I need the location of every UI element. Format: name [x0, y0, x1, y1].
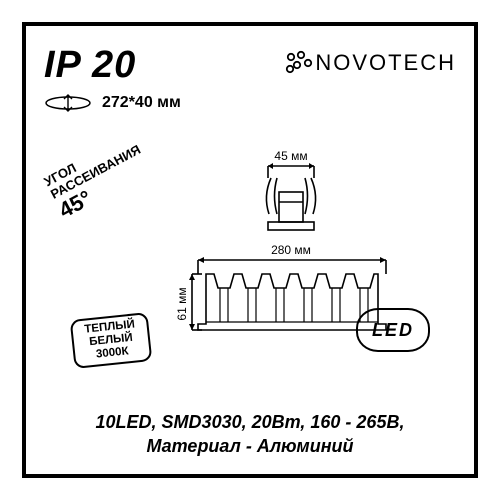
- brand-logo: NOVOTECH: [283, 50, 456, 76]
- beam-angle-label: УГОЛ РАССЕИВАНИЯ 45°: [42, 130, 154, 222]
- spec-card: IP 20 NOVOTECH 272*40 мм: [0, 0, 500, 500]
- specs-line1: 10LED, SMD3030, 20Вт, 160 - 265В,: [26, 411, 474, 434]
- cutout-dimensions: 272*40 мм: [102, 94, 181, 112]
- content-area: IP 20 NOVOTECH 272*40 мм: [26, 26, 474, 474]
- specs-block: 10LED, SMD3030, 20Вт, 160 - 265В, Матери…: [26, 411, 474, 458]
- cutout-icon: [44, 93, 92, 113]
- logo-icon: [283, 50, 313, 76]
- cutout-row: 272*40 мм: [44, 93, 456, 113]
- dim-top-width: 45 мм: [274, 149, 307, 163]
- dim-bottom-width: 280 мм: [271, 243, 311, 257]
- top-row: IP 20 NOVOTECH: [44, 44, 456, 87]
- ip-rating: IP 20: [44, 44, 136, 87]
- color-temp-badge: ТЕПЛЫЙ БЕЛЫЙ 3000К: [70, 312, 153, 369]
- technical-diagram: 45 мм 280 мм: [176, 146, 406, 366]
- brand-name: NOVOTECH: [315, 50, 456, 76]
- dim-height: 61 мм: [176, 287, 189, 320]
- specs-line2: Материал - Алюминий: [26, 435, 474, 458]
